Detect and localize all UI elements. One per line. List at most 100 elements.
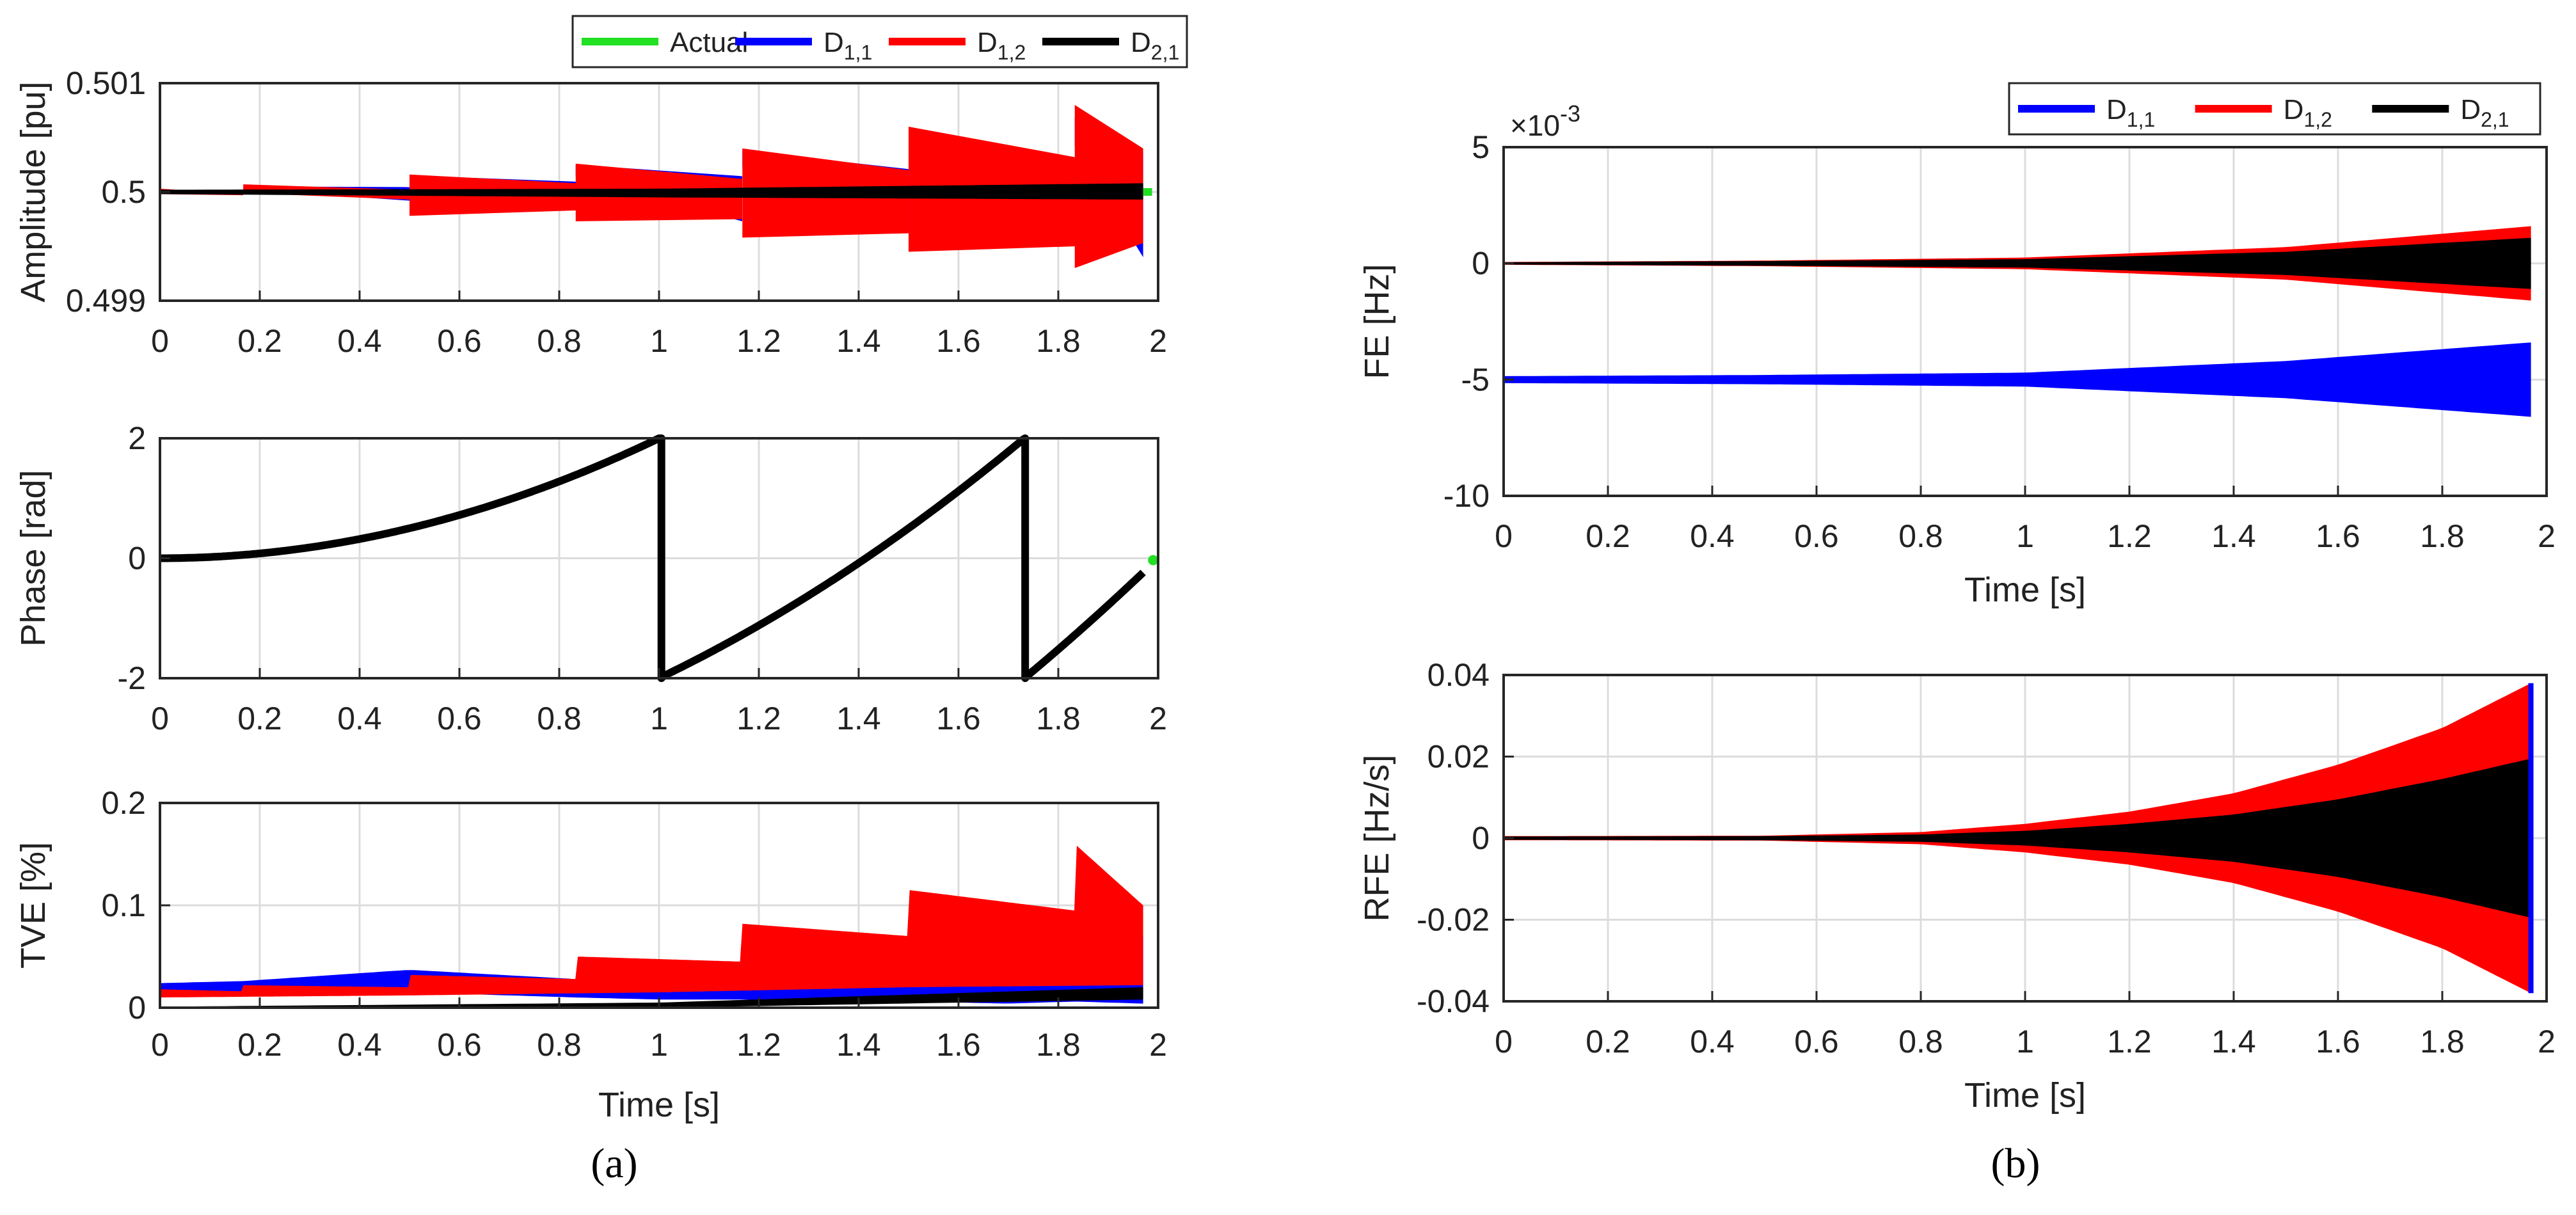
- rfe-ytick-label: -0.04: [1417, 983, 1490, 1019]
- phase-ylabel: Phase [rad]: [14, 470, 52, 646]
- legend-a-label-actual: Actual: [670, 27, 748, 58]
- fe-xtick-label: 0.8: [1898, 518, 1943, 554]
- tve-xtick-label: 0: [151, 1027, 169, 1063]
- rfe-xtick-label: 0.2: [1586, 1024, 1630, 1060]
- tve-xtick-label: 1.2: [736, 1027, 781, 1063]
- rfe-xtick-label: 1.6: [2316, 1024, 2360, 1060]
- phase-xtick-label: 1.2: [736, 701, 781, 736]
- fe-ytick-label: 5: [1472, 129, 1490, 165]
- legend-a-sub-d12: 1,2: [998, 41, 1026, 64]
- phase-xtick-label: 1.8: [1036, 701, 1081, 736]
- fe-xtick-label: 1.6: [2316, 518, 2360, 554]
- rfe-series-d21: [1504, 758, 2531, 918]
- legend-b-label-d21: D2,1: [2460, 94, 2509, 131]
- rfe-xtick-label: 1.4: [2211, 1024, 2256, 1060]
- tve-chart: 0 0.2 0.4 0.6 0.8 1 1.2 1.4 1.6 1.8 2 0 0.1 0.2 TVE [%…: [14, 785, 1167, 1124]
- fe-xtick-label: 1.4: [2211, 518, 2256, 554]
- tve-series-d21: [160, 987, 1143, 1008]
- rfe-xtick-label: 0.6: [1794, 1024, 1839, 1060]
- fe-exponent-power: -3: [1560, 100, 1580, 127]
- fe-xtick-label: 1: [2016, 518, 2034, 554]
- fe-xtick-label: 1.2: [2107, 518, 2152, 554]
- amp-ytick-label: 0.499: [66, 283, 146, 319]
- rfe-xtick-label: 0.8: [1898, 1024, 1943, 1060]
- rfe-xtick-label: 1.8: [2420, 1024, 2465, 1060]
- fe-xtick-label: 2: [2538, 518, 2556, 554]
- legend-a-sub-d21: 2,1: [1151, 41, 1179, 64]
- rfe-ytick-label: -0.02: [1417, 902, 1490, 938]
- tve-xtick-label: 0.4: [337, 1027, 382, 1063]
- fe-xtick-label: 0.6: [1794, 518, 1839, 554]
- tve-series-d12: [160, 845, 1143, 997]
- legend-b-sub-d21: 2,1: [2481, 108, 2509, 131]
- phase-xtick-label: 0.8: [537, 701, 582, 736]
- rfe-chart: 0 0.2 0.4 0.6 0.8 1 1.2 1.4 1.6 1.8 2 -0.04 -0.02 0 0.…: [1358, 657, 2556, 1115]
- amp-xtick-label: 1: [650, 323, 668, 359]
- phase-ytick-label: 0: [128, 541, 146, 576]
- rfe-ytick-label: 0.04: [1427, 657, 1490, 693]
- tve-xtick-label: 0.2: [237, 1027, 282, 1063]
- amp-series-actual: [1143, 188, 1152, 196]
- tve-xtick-label: 1.4: [836, 1027, 881, 1063]
- rfe-xtick-label: 1.2: [2107, 1024, 2152, 1060]
- legend-a-sub-d11: 1,1: [844, 41, 872, 64]
- amplitude-chart: 0 0.2 0.4 0.6 0.8 1 1.2 1.4 1.6 1.8 2 0.499 0.5 0.501…: [14, 65, 1167, 359]
- fe-ylabel: FE [Hz]: [1358, 264, 1396, 379]
- tve-xtick-label: 1.8: [1036, 1027, 1081, 1063]
- panel-a: 0 0.2 0.4 0.6 0.8 1 1.2 1.4 1.6 1.8 2 0.499 0.5 0.501…: [14, 15, 1188, 1187]
- tve-xtick-label: 0.8: [537, 1027, 582, 1063]
- tve-xtick-label: 0.6: [437, 1027, 482, 1063]
- amp-xtick-label: 0: [151, 323, 169, 359]
- rfe-xtick-label: 0: [1495, 1024, 1513, 1060]
- fe-xtick-label: 0.4: [1690, 518, 1735, 554]
- rfe-xtick-label: 1: [2016, 1024, 2034, 1060]
- tve-xtick-label: 1.6: [936, 1027, 981, 1063]
- amp-xtick-label: 0.4: [337, 323, 382, 359]
- rfe-ytick-label: 0.02: [1427, 739, 1490, 775]
- amp-xtick-label: 1.8: [1036, 323, 1081, 359]
- amp-series-d21: [160, 183, 1143, 200]
- phase-xtick-label: 0.2: [237, 701, 282, 736]
- tve-xtick-label: 1: [650, 1027, 668, 1063]
- amp-xtick-label: 2: [1149, 323, 1167, 359]
- phase-xtick-label: 0.6: [437, 701, 482, 736]
- phase-ytick-label: -2: [118, 660, 146, 696]
- phase-xtick-label: 0: [151, 701, 169, 736]
- tve-ytick-label: 0: [128, 990, 146, 1026]
- rfe-ytick-label: 0: [1472, 820, 1490, 856]
- tve-ylabel: TVE [%]: [14, 842, 52, 969]
- rfe-xtick-label: 0.4: [1690, 1024, 1735, 1060]
- fe-chart: 0 0.2 0.4 0.6 0.8 1 1.2 1.4 1.6 1.8 2 -10 -5 0 5 FE [Hz…: [1358, 100, 2556, 609]
- fe-xtick-label: 0: [1495, 518, 1513, 554]
- fe-series-d21: [1504, 237, 2531, 289]
- fe-xtick-label: 1.8: [2420, 518, 2465, 554]
- rfe-ylabel: RFE [Hz/s]: [1358, 754, 1396, 921]
- amp-xtick-label: 0.6: [437, 323, 482, 359]
- fe-ytick-label: -10: [1443, 478, 1490, 514]
- phase-xtick-label: 1: [650, 701, 668, 736]
- phase-series-line: [158, 434, 1146, 682]
- legend-panel-b: D1,1 D1,2 D2,1: [2008, 82, 2541, 136]
- rfe-xlabel: Time [s]: [1964, 1076, 2086, 1115]
- phase-xtick-label: 1.4: [836, 701, 881, 736]
- amp-xtick-label: 0.2: [237, 323, 282, 359]
- fe-xtick-label: 0.2: [1586, 518, 1630, 554]
- rfe-xtick-label: 2: [2538, 1024, 2556, 1060]
- legend-b-box: [2008, 82, 2541, 136]
- amp-ytick-label: 0.501: [66, 65, 146, 101]
- fe-xlabel: Time [s]: [1964, 571, 2086, 609]
- amp-xtick-label: 1.6: [936, 323, 981, 359]
- phase-series-actual: [1148, 555, 1159, 566]
- amp-xtick-label: 1.2: [736, 323, 781, 359]
- caption-a: (a): [591, 1140, 637, 1187]
- fe-series-d11: [1504, 342, 2531, 417]
- phase-ytick-label: 2: [128, 420, 146, 456]
- phase-xtick-label: 1.6: [936, 701, 981, 736]
- fe-ytick-label: -5: [1461, 361, 1490, 397]
- phase-xtick-label: 2: [1149, 701, 1167, 736]
- legend-b-sub-d12: 1,2: [2303, 108, 2332, 131]
- fe-ytick-label: 0: [1472, 246, 1490, 282]
- legend-panel-a: Actual D1,1 D1,2 D2,1: [571, 15, 1188, 68]
